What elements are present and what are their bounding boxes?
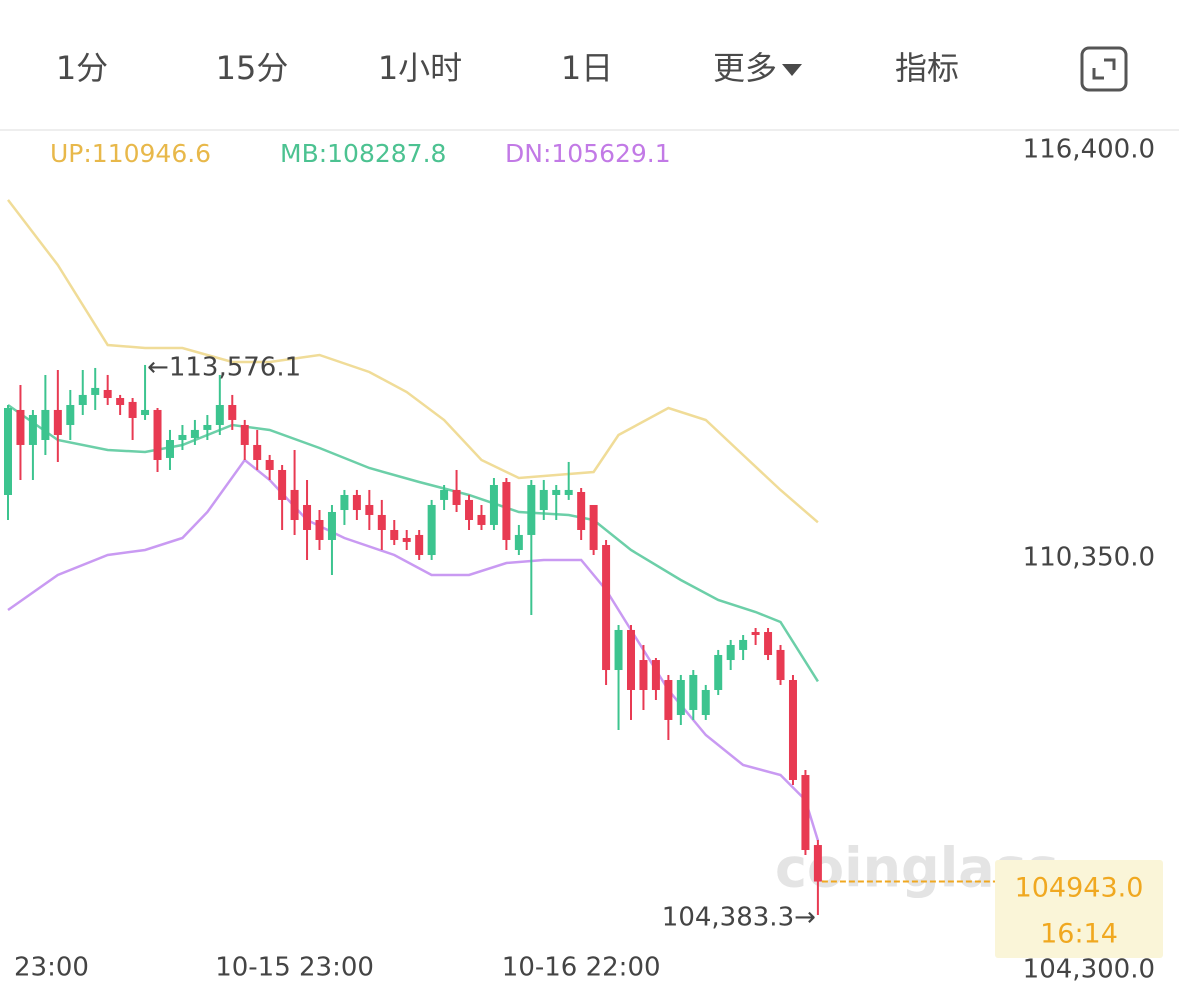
candle-body bbox=[190, 429, 199, 438]
candle-body bbox=[178, 434, 187, 441]
candle-body bbox=[801, 775, 810, 850]
current-price-box bbox=[995, 860, 1163, 958]
candle-body bbox=[240, 424, 249, 445]
current-price: 104943.0 bbox=[1015, 873, 1144, 904]
candle-body bbox=[402, 538, 411, 542]
candle-body bbox=[552, 489, 561, 495]
candle-body bbox=[41, 409, 50, 441]
candle-body bbox=[427, 504, 436, 556]
candle-body bbox=[502, 482, 511, 540]
candle-body bbox=[813, 845, 822, 882]
candle-body bbox=[352, 494, 361, 511]
candle-body bbox=[452, 489, 461, 505]
candle-body bbox=[228, 405, 237, 420]
toolbar: 1分 15分 1小时 1日 更多 指标 bbox=[0, 46, 1179, 131]
x-tick-label: 10-16 22:00 bbox=[502, 953, 661, 983]
candle-body bbox=[28, 414, 37, 445]
candle-body bbox=[714, 654, 723, 690]
tab[interactable]: 1小时 bbox=[378, 49, 462, 87]
candle-body bbox=[141, 409, 150, 415]
candle-body bbox=[203, 424, 212, 430]
candle-body bbox=[527, 485, 536, 535]
candle-body bbox=[651, 660, 660, 690]
candle-body bbox=[265, 459, 274, 470]
tab[interactable]: 指标 bbox=[895, 49, 959, 87]
tab[interactable]: 1日 bbox=[561, 49, 613, 87]
tab[interactable]: 更多 bbox=[713, 49, 777, 87]
legend-entry: MB:108287.8 bbox=[280, 139, 446, 168]
candle-body bbox=[116, 398, 125, 406]
candle-body bbox=[315, 520, 324, 540]
candle-body bbox=[253, 444, 262, 460]
candle-body bbox=[465, 499, 474, 521]
candle-body bbox=[340, 494, 349, 511]
candle-body bbox=[477, 514, 486, 525]
tab[interactable]: 15分 bbox=[216, 49, 289, 87]
candle-body bbox=[689, 674, 698, 710]
candle-body bbox=[440, 489, 449, 500]
candle-body bbox=[614, 629, 623, 671]
high-annotation: ←113,576.1 bbox=[147, 352, 301, 382]
band-line bbox=[7, 458, 820, 841]
candle-body bbox=[153, 409, 162, 460]
candle-body bbox=[764, 632, 773, 655]
candle-body bbox=[66, 405, 75, 425]
candle-body bbox=[303, 504, 312, 530]
candle-body bbox=[278, 469, 287, 500]
candle-body bbox=[415, 534, 424, 556]
candle-body bbox=[91, 387, 100, 395]
low-annotation: 104,383.3→ bbox=[662, 903, 816, 933]
candle-body bbox=[539, 489, 548, 511]
y-tick-label: 116,400.0 bbox=[1023, 135, 1155, 165]
candle-body bbox=[4, 407, 12, 495]
candle-body bbox=[776, 649, 785, 681]
x-tick-label: 23:00 bbox=[14, 953, 89, 983]
candle-body bbox=[602, 545, 611, 671]
candle-body bbox=[564, 489, 573, 495]
band-line bbox=[7, 199, 819, 524]
candle-body bbox=[701, 689, 710, 716]
fullscreen-button[interactable] bbox=[1080, 46, 1128, 92]
candle-body bbox=[639, 660, 648, 690]
candle-body bbox=[290, 489, 299, 521]
countdown: 16:14 bbox=[1040, 919, 1118, 950]
candle-body bbox=[751, 632, 760, 636]
y-tick-label: 110,350.0 bbox=[1023, 543, 1155, 573]
candle-body bbox=[676, 680, 685, 716]
candle-body bbox=[577, 492, 586, 530]
candle-body bbox=[377, 514, 386, 530]
candle-body bbox=[589, 504, 598, 550]
candle-body bbox=[215, 405, 224, 425]
candle-body bbox=[365, 504, 374, 515]
candle-body bbox=[664, 680, 673, 720]
candle-body bbox=[390, 529, 399, 540]
candle-body bbox=[514, 534, 523, 550]
candle-body bbox=[78, 394, 87, 406]
candle-body bbox=[788, 680, 797, 780]
legend-entry: UP:110946.6 bbox=[50, 139, 211, 168]
candle-body bbox=[489, 485, 498, 525]
candle-body bbox=[53, 409, 62, 435]
dropdown-arrow bbox=[782, 64, 802, 76]
candle-body bbox=[165, 440, 174, 458]
candle-body bbox=[627, 629, 635, 690]
x-tick-label: 10-15 23:00 bbox=[215, 953, 374, 983]
legend-entry: DN:105629.1 bbox=[505, 139, 671, 168]
tab[interactable]: 1分 bbox=[56, 49, 108, 87]
candle-body bbox=[739, 639, 748, 650]
candle-body bbox=[128, 401, 137, 418]
candle-body bbox=[103, 389, 112, 399]
y-tick-label: 104,300.0 bbox=[1023, 955, 1155, 985]
candle-body bbox=[16, 409, 25, 445]
candle-body bbox=[726, 644, 735, 661]
candle-body bbox=[327, 511, 336, 540]
